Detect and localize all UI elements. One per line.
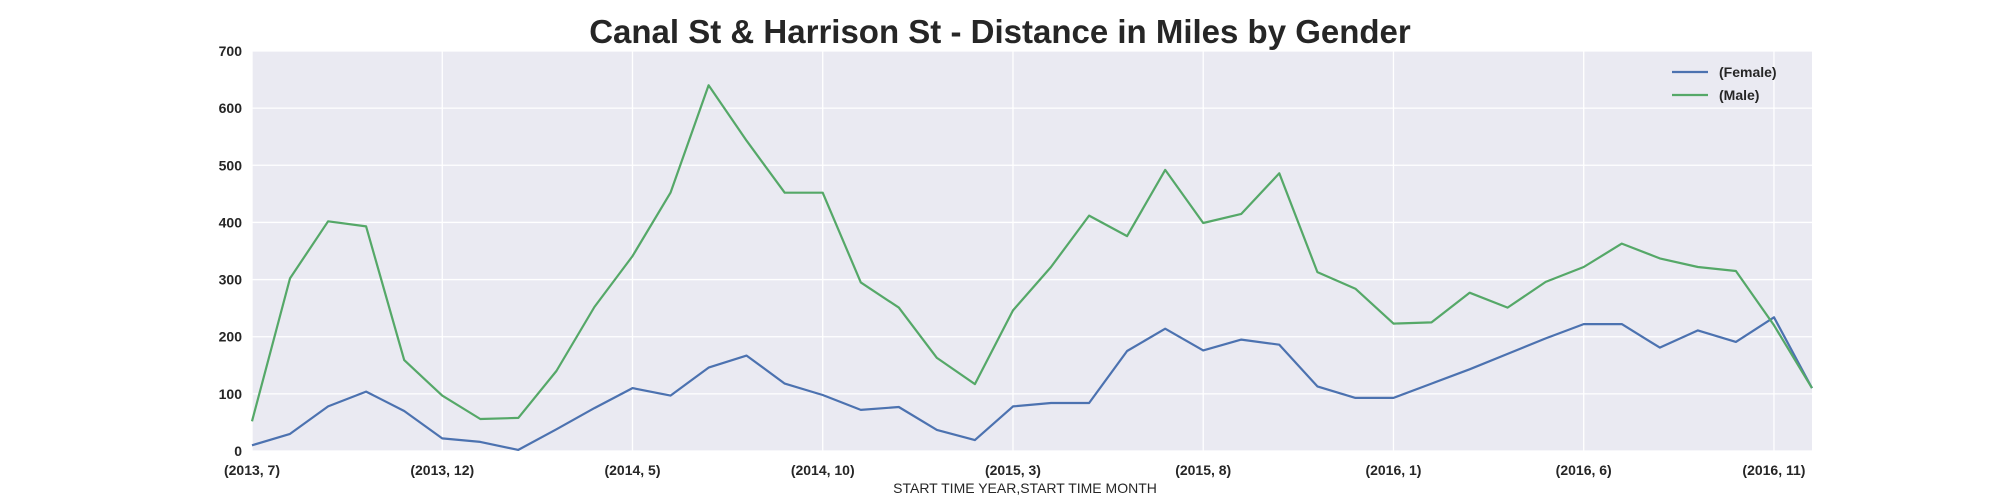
plot-area <box>252 51 1812 451</box>
y-tick-label: 0 <box>234 443 242 459</box>
series-line-0 <box>251 316 1813 451</box>
y-axis-ticks: 0 100 200 300 400 500 600 700 <box>219 43 243 459</box>
grid-lines <box>251 50 1812 452</box>
y-tick-label: 100 <box>219 386 243 402</box>
y-tick-label: 500 <box>219 157 243 173</box>
x-tick-label: (2016, 6) <box>1556 462 1612 478</box>
series-line-1 <box>250 84 1813 422</box>
x-tick-label: (2015, 3) <box>985 462 1041 478</box>
legend-label-0: (Female) <box>1719 64 1777 80</box>
x-axis-label: START TIME YEAR,START TIME MONTH <box>893 480 1157 496</box>
x-tick-label: (2013, 12) <box>410 462 474 478</box>
legend: (Female) (Male) <box>1672 64 1777 103</box>
y-tick-label: 300 <box>219 272 243 288</box>
y-tick-label: 600 <box>219 100 243 116</box>
chart-title: Canal St & Harrison St - Distance in Mil… <box>589 13 1411 50</box>
x-axis-ticks: (2013, 7) (2013, 12) (2014, 5) (2014, 10) (2… <box>224 462 1806 478</box>
x-tick-label: (2016, 11) <box>1742 462 1805 478</box>
x-tick-label: (2013, 7) <box>224 462 280 478</box>
legend-label-1: (Male) <box>1719 87 1759 103</box>
x-tick-label: (2016, 1) <box>1365 462 1421 478</box>
y-tick-label: 200 <box>219 329 243 345</box>
x-tick-label: (2014, 5) <box>604 462 660 478</box>
series-lines <box>250 84 1813 451</box>
y-tick-label: 700 <box>219 43 243 59</box>
x-tick-label: (2015, 8) <box>1175 462 1231 478</box>
x-tick-label: (2014, 10) <box>791 462 855 478</box>
y-tick-label: 400 <box>219 214 243 230</box>
